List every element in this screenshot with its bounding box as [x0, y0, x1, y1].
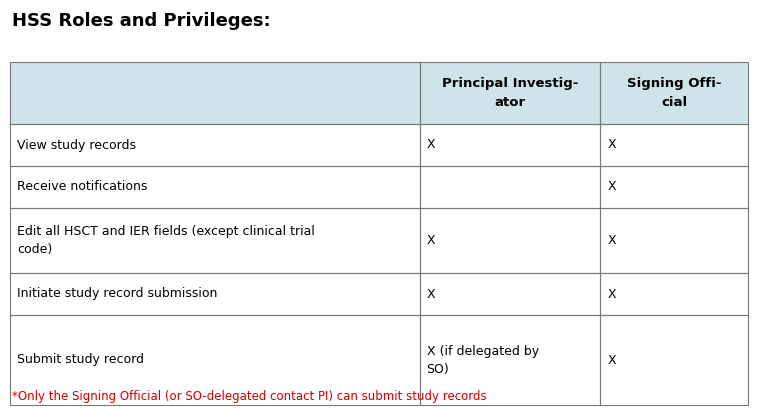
Bar — [10, 273, 419, 315]
Text: HSS Roles and Privileges:: HSS Roles and Privileges: — [12, 12, 270, 30]
Text: X: X — [607, 139, 616, 152]
Bar — [10, 62, 419, 124]
Bar — [601, 273, 748, 315]
Bar — [10, 315, 419, 405]
Text: X: X — [426, 288, 435, 300]
Bar — [601, 166, 748, 208]
Bar — [10, 62, 419, 124]
Bar — [601, 124, 748, 166]
Bar — [601, 315, 748, 405]
Text: X (if delegated by
SO): X (if delegated by SO) — [426, 344, 538, 375]
Bar — [601, 315, 748, 405]
Text: X: X — [607, 288, 616, 300]
Bar — [419, 273, 601, 315]
Bar — [419, 124, 601, 166]
Text: X: X — [426, 234, 435, 247]
Bar — [419, 166, 601, 208]
Text: X: X — [607, 181, 616, 194]
Bar — [10, 273, 419, 315]
Bar — [419, 62, 601, 124]
Bar — [10, 315, 419, 405]
Bar — [419, 166, 601, 208]
Text: X: X — [426, 139, 435, 152]
Text: *Only the Signing Official (or SO-delegated contact PI) can submit study records: *Only the Signing Official (or SO-delega… — [12, 390, 487, 403]
Bar — [419, 208, 601, 273]
Text: Edit all HSCT and IER fields (except clinical trial
code): Edit all HSCT and IER fields (except cli… — [17, 225, 315, 256]
Bar — [10, 166, 419, 208]
Bar — [10, 166, 419, 208]
Text: Signing Offi-
cial: Signing Offi- cial — [627, 78, 721, 108]
Bar — [601, 208, 748, 273]
Text: Initiate study record submission: Initiate study record submission — [17, 288, 217, 300]
Bar — [601, 166, 748, 208]
Text: X: X — [607, 354, 616, 367]
Bar — [601, 273, 748, 315]
Text: Submit study record: Submit study record — [17, 354, 144, 367]
Bar — [10, 124, 419, 166]
Bar — [419, 62, 601, 124]
Bar — [601, 208, 748, 273]
Bar — [10, 208, 419, 273]
Bar — [419, 208, 601, 273]
Bar — [601, 124, 748, 166]
Bar — [419, 315, 601, 405]
Bar — [601, 62, 748, 124]
Bar — [10, 124, 419, 166]
Bar — [419, 315, 601, 405]
Bar — [601, 62, 748, 124]
Bar — [419, 124, 601, 166]
Text: Receive notifications: Receive notifications — [17, 181, 147, 194]
Bar — [419, 273, 601, 315]
Text: X: X — [607, 234, 616, 247]
Bar — [10, 208, 419, 273]
Text: View study records: View study records — [17, 139, 136, 152]
Text: Principal Investig-
ator: Principal Investig- ator — [442, 78, 578, 108]
